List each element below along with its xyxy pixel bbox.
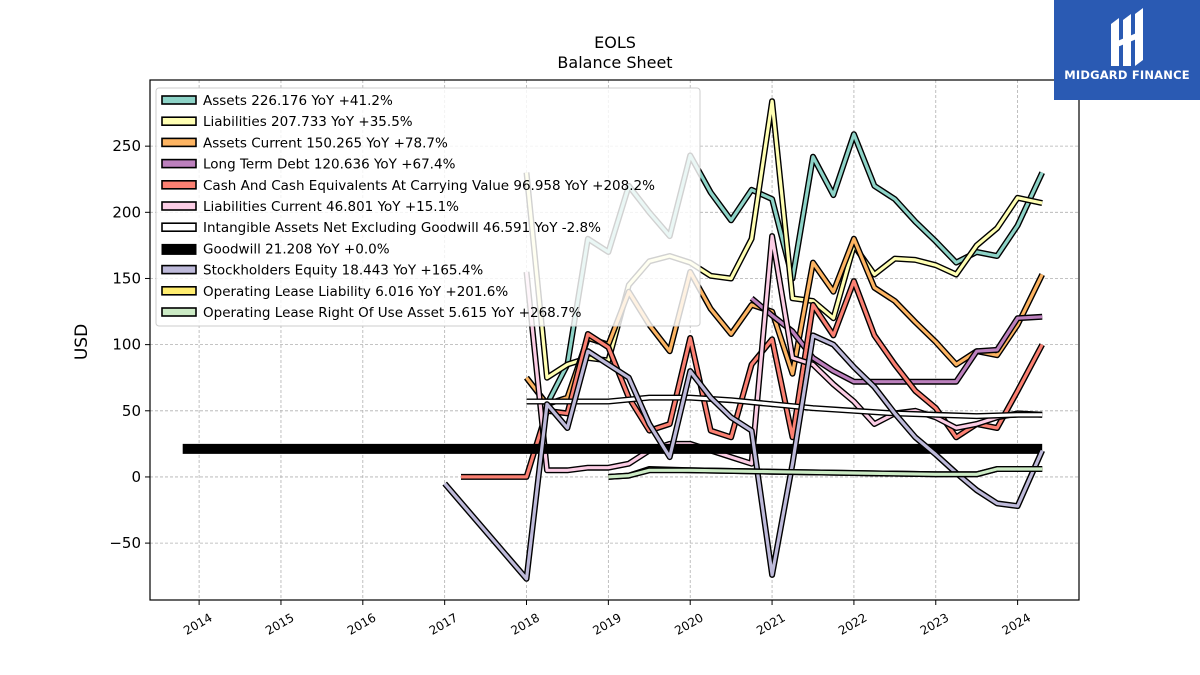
brand-mark-icon bbox=[1111, 8, 1143, 66]
series-assets-current-line bbox=[524, 235, 1045, 408]
x-tick-label: 2023 bbox=[918, 610, 951, 637]
x-tick-label: 2016 bbox=[345, 610, 378, 637]
y-tick-label: 200 bbox=[112, 203, 141, 221]
series-assets-current-line-fill bbox=[525, 237, 1044, 406]
series-lines bbox=[182, 98, 1045, 582]
legend-entry: Stockholders Equity 18.443 YoY +165.4% bbox=[203, 263, 483, 279]
legend-entry: Goodwill 21.208 YoY +0.0% bbox=[203, 241, 390, 257]
legend-entry: Operating Lease Liability 6.016 YoY +201… bbox=[203, 284, 508, 300]
legend-swatch bbox=[161, 222, 197, 232]
series-long-term-debt-line bbox=[749, 296, 1043, 385]
brand-logo: MIDGARD FINANCE bbox=[1054, 0, 1200, 100]
series-intangible-assets-net-excluding-goodwill-line-fill bbox=[526, 396, 1043, 418]
series-liabilities-current-line-fill bbox=[524, 234, 1043, 472]
y-tick-label: −50 bbox=[109, 534, 141, 552]
legend-entry: Liabilities 207.733 YoY +35.5% bbox=[203, 114, 413, 130]
legend-swatch bbox=[161, 201, 197, 211]
x-tick-label: 2020 bbox=[672, 610, 705, 637]
series-long-term-debt-line-fill bbox=[750, 297, 1043, 384]
legend-swatch bbox=[161, 158, 197, 169]
x-tick-label: 2021 bbox=[754, 610, 787, 637]
y-tick-label: 250 bbox=[112, 137, 141, 155]
y-tick-label: 100 bbox=[112, 336, 141, 354]
x-tick-label: 2015 bbox=[263, 610, 296, 637]
y-tick-label: 150 bbox=[112, 269, 141, 287]
legend-entry: Assets Current 150.265 YoY +78.7% bbox=[203, 135, 448, 151]
y-axis-ticks: −50 0 50 100 150 200 250 bbox=[109, 137, 150, 552]
series-stockholders-equity-line bbox=[442, 332, 1045, 582]
legend-entry: Operating Lease Right Of Use Asset 5.615… bbox=[203, 305, 582, 321]
legend-swatch bbox=[161, 95, 197, 105]
y-tick-label: 50 bbox=[122, 402, 141, 420]
legend-swatch bbox=[161, 264, 197, 275]
y-axis-label: USD bbox=[72, 324, 92, 360]
series-liabilities-current-line bbox=[523, 233, 1043, 474]
x-tick-label: 2018 bbox=[509, 610, 542, 637]
legend-swatch bbox=[161, 307, 197, 317]
brand-name: MIDGARD FINANCE bbox=[1064, 68, 1190, 82]
legend-swatch bbox=[161, 285, 197, 296]
series-intangible-assets-net-excluding-goodwill-line bbox=[526, 394, 1043, 420]
chart-subtitle: Balance Sheet bbox=[557, 53, 672, 72]
y-tick-label: 0 bbox=[131, 468, 141, 486]
legend-entry: Intangible Assets Net Excluding Goodwill… bbox=[203, 220, 601, 236]
plot-frame bbox=[149, 79, 1080, 601]
legend: Assets 226.176 YoY +41.2% Liabilities 207… bbox=[155, 87, 701, 327]
legend-swatch bbox=[161, 137, 197, 148]
legend-entry: Long Term Debt 120.636 YoY +67.4% bbox=[203, 157, 456, 173]
legend-swatch bbox=[161, 116, 197, 126]
legend-entry: Cash And Cash Equivalents At Carrying Va… bbox=[203, 178, 655, 194]
legend-entry: Assets 226.176 YoY +41.2% bbox=[203, 93, 393, 109]
x-tick-label: 2022 bbox=[836, 610, 869, 637]
series-operating-lease-right-of-use-asset-line-fill bbox=[608, 467, 1043, 479]
x-tick-label: 2017 bbox=[427, 610, 460, 637]
legend-swatch bbox=[161, 243, 197, 255]
legend-swatch bbox=[161, 180, 197, 190]
x-tick-label: 2019 bbox=[590, 610, 623, 637]
x-tick-label: 2024 bbox=[1000, 610, 1033, 637]
legend-box bbox=[155, 87, 701, 327]
x-axis-ticks: 2014 2015 2016 2017 2018 2019 2020 2021 2022 2023… bbox=[181, 600, 1033, 638]
x-tick-label: 2014 bbox=[181, 610, 214, 637]
legend-entry: Liabilities Current 46.801 YoY +15.1% bbox=[203, 199, 459, 215]
chart-title: EOLS bbox=[594, 33, 636, 52]
series-operating-lease-right-of-use-asset-line bbox=[608, 466, 1043, 480]
series-stockholders-equity-line-fill bbox=[443, 333, 1044, 581]
